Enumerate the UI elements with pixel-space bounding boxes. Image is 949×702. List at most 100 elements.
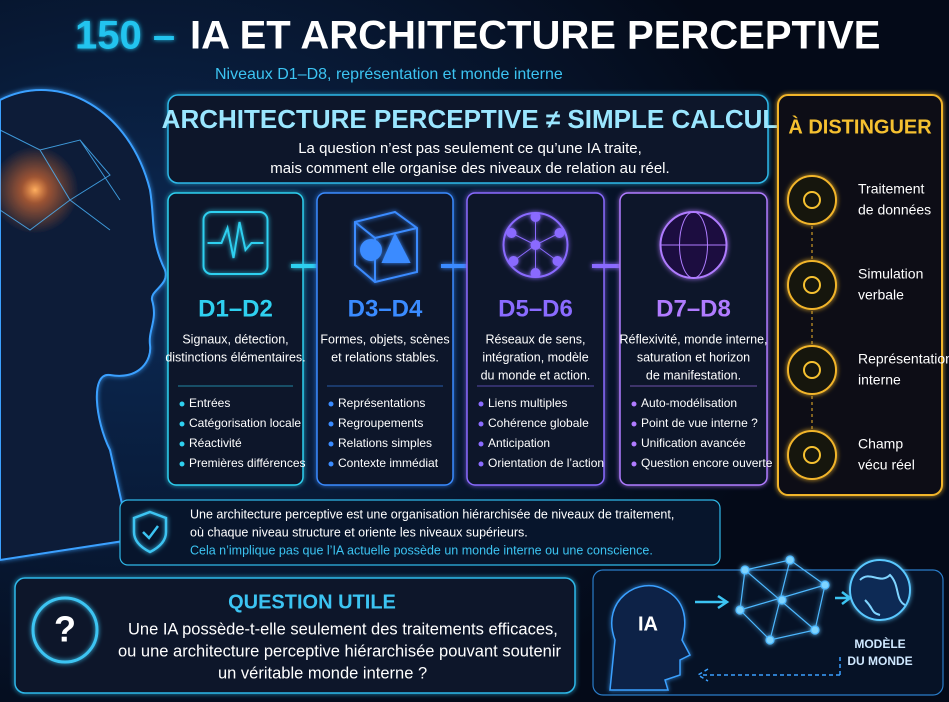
level-icon [354, 210, 418, 284]
level-description: distinctions élémentaires. [165, 350, 305, 364]
level-icon [502, 212, 569, 278]
question-icon [31, 596, 99, 664]
level-item: Question encore ouverte [641, 456, 773, 470]
level-item: Unification avancée [641, 436, 746, 450]
level-label: D1–D2 [198, 295, 273, 322]
sphere [360, 239, 382, 261]
level-item: Anticipation [488, 436, 550, 450]
node [785, 555, 795, 565]
title: IA ET ARCHITECTURE PERCEPTIVE [190, 14, 880, 58]
world-label: MODÈLE [854, 636, 905, 651]
node [777, 595, 787, 605]
waveform [207, 221, 264, 259]
agent-label: IA [638, 613, 658, 635]
distinguish-item: de données [858, 202, 931, 218]
distinguish-item: interne [858, 372, 901, 388]
distinguish-item: Traitement [858, 181, 925, 197]
level-item: Réactivité [189, 436, 242, 450]
network-node [530, 212, 541, 222]
level-description: Formes, objets, scènes [320, 332, 449, 346]
head-illustration [0, 89, 167, 562]
distinguish-icon [787, 345, 837, 395]
pyramid [381, 232, 411, 263]
distinguish-item: vécu réel [858, 457, 915, 473]
icon-core [803, 446, 821, 464]
level-description: de manifestation. [646, 368, 741, 382]
question-title: QUESTION UTILE [228, 591, 396, 613]
level-cards: D1–D2 Signaux, détection, distinctions élé… [165, 192, 773, 486]
node [740, 565, 750, 575]
icon-frame [202, 211, 269, 275]
level-item: Catégorisation locale [189, 416, 301, 430]
network-node [552, 256, 563, 266]
distinguish-list: Traitement de données Simulation verbale Rep… [787, 175, 949, 480]
distinguish-item: Simulation [858, 266, 923, 282]
brain-glow [0, 145, 80, 235]
level-label: D5–D6 [498, 295, 573, 322]
network-node [508, 256, 519, 266]
bullet [328, 441, 334, 447]
level-label: D7–D8 [656, 295, 731, 322]
level-item: Représentations [338, 396, 425, 410]
arrow [835, 591, 853, 605]
bullet [478, 401, 484, 407]
question-box [14, 577, 576, 694]
subtitle: Niveaux D1–D8, représentation et monde i… [215, 66, 563, 83]
distinguish-item: verbale [858, 287, 904, 303]
question-line: un véritable monde interne ? [218, 664, 427, 682]
bullet [478, 461, 484, 467]
node [765, 635, 775, 645]
distinguish-icon [787, 260, 837, 310]
node [820, 580, 830, 590]
level-description: intégration, modèle [482, 350, 588, 364]
distinguish-item: Champ [858, 436, 903, 452]
bullet [179, 401, 185, 407]
icon-core [803, 276, 821, 294]
title-number: 150 – [75, 14, 175, 58]
bullet [328, 401, 334, 407]
bullet [631, 461, 637, 467]
globe-land [859, 573, 906, 616]
globe-icon [849, 559, 911, 621]
level-item: Auto-modélisation [641, 396, 737, 410]
level-description: Signaux, détection, [182, 332, 288, 346]
level-item: Orientation de l’action [488, 456, 604, 470]
level-description: du monde et action. [481, 368, 591, 382]
distinguish-title: À DISTINGUER [788, 115, 932, 138]
intro-title: ARCHITECTURE PERCEPTIVE ≠ SIMPLE CALCUL [162, 104, 779, 134]
shield-icon [132, 510, 168, 554]
level-icon [202, 211, 269, 275]
question-line: ou une architecture perceptive hiérarchi… [118, 642, 562, 660]
level-card [466, 192, 605, 486]
definition-note: Cela n’implique pas que l’IA actuelle po… [190, 543, 653, 557]
network-node [530, 268, 541, 278]
node [810, 625, 820, 635]
bullet [328, 421, 334, 427]
distinguish-icon [787, 430, 837, 480]
level-description: Réflexivité, monde interne, [620, 332, 768, 346]
world-label: DU MONDE [847, 654, 912, 668]
question-symbol: ? [54, 609, 76, 650]
level-item: Regroupements [338, 416, 423, 430]
level-description: Réseaux de sens, [485, 332, 585, 346]
bullet [179, 441, 185, 447]
bullet [631, 441, 637, 447]
bullet [328, 461, 334, 467]
node [735, 605, 745, 615]
definition-box [119, 499, 721, 566]
definition-line: où chaque niveau structure et oriente le… [190, 525, 528, 539]
question-line: Une IA possède-t-elle seulement des trai… [128, 620, 558, 638]
level-description: saturation et horizon [637, 350, 750, 364]
level-item: Contexte immédiat [338, 456, 439, 470]
intro-line: La question n’est pas seulement ce qu’un… [298, 140, 642, 157]
check-icon [142, 525, 159, 540]
bullet [179, 421, 185, 427]
level-card [167, 192, 304, 486]
level-item: Relations simples [338, 436, 432, 450]
level-item: Entrées [189, 396, 230, 410]
network-node [530, 240, 541, 250]
brain-network [0, 129, 121, 231]
icon-core [803, 361, 821, 379]
